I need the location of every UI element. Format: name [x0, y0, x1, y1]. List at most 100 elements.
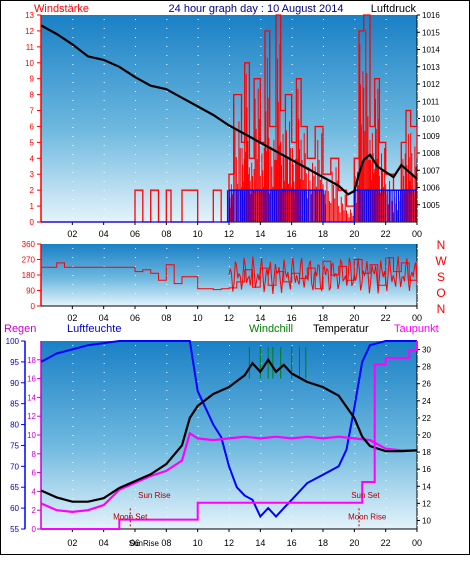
grid-dot [260, 302, 262, 303]
grid-dot [135, 91, 136, 92]
y2-tick-label: 1010 [422, 115, 440, 124]
grid-dot [260, 293, 262, 294]
y-tick-label: 10 [25, 59, 34, 68]
grid-dot [197, 408, 199, 409]
grid-dot [354, 266, 356, 267]
grid-dot [260, 55, 262, 56]
grid-dot [72, 127, 74, 128]
x-tick-label: 16 [287, 538, 297, 548]
grid-dot [197, 145, 199, 146]
grid-dot [72, 399, 74, 400]
grid-dot [103, 302, 105, 303]
feuchte-tick-label: 90 [10, 379, 19, 388]
y-tick-label: 13 [25, 11, 34, 20]
grid-dot [166, 345, 168, 346]
grid-dot [291, 381, 293, 382]
temp-tick-label: 12 [422, 499, 431, 508]
grid-dot [385, 28, 387, 29]
grid-dot [354, 489, 356, 490]
grid-dot [229, 453, 230, 454]
feuchte-tick-label: 80 [10, 421, 19, 430]
grid-dot [166, 109, 168, 110]
y2-tick-label: 1009 [422, 132, 440, 141]
grid-dot [354, 118, 356, 119]
grid-dot [260, 480, 262, 481]
grid-dot [417, 181, 418, 182]
grid-dot [197, 127, 199, 128]
grid-dot [166, 163, 168, 164]
sunset-label: Sun Set [351, 491, 380, 500]
grid-dot [135, 345, 136, 346]
page-title: 24 hour graph day : 10 August 2014 [169, 3, 344, 15]
y-tick-label: 4 [30, 154, 35, 163]
grid-dot [323, 109, 324, 110]
grid-dot [135, 82, 136, 83]
grid-dot [291, 489, 293, 490]
wind-gust-line [41, 14, 418, 223]
grid-dot [135, 118, 136, 119]
grid-dot [260, 172, 262, 173]
grid-dot [417, 163, 418, 164]
grid-dot [103, 181, 105, 182]
regen-tick-label: 16 [27, 375, 36, 384]
moonset-label: Moon Set [113, 513, 148, 522]
grid-dot [72, 302, 74, 303]
x-tick-label: 04 [99, 538, 109, 548]
sunrise-axis-label: SunRise [129, 539, 160, 548]
grid-dot [229, 354, 230, 355]
grid-dot [354, 516, 356, 517]
grid-dot [291, 73, 293, 74]
grid-dot [197, 64, 199, 65]
dir-y-tick-label: 360 [22, 240, 36, 249]
grid-dot [72, 118, 74, 119]
grid-dot [135, 462, 136, 463]
grid-dot [72, 82, 74, 83]
x-tick-label: 14 [255, 229, 265, 239]
grid-dot [197, 426, 199, 427]
x-tick-label: 04 [99, 229, 109, 239]
feuchte-tick-label: 85 [10, 400, 19, 409]
grid-dot [291, 19, 293, 20]
grid-dot [135, 55, 136, 56]
grid-dot [291, 64, 293, 65]
x-tick-label: 18 [318, 538, 328, 548]
grid-dot [260, 453, 262, 454]
grid-dot [291, 46, 293, 47]
grid-dot [229, 345, 230, 346]
dir-y-tick-label: 270 [22, 256, 36, 265]
grid-dot [72, 275, 74, 276]
regen-tick-label: 2 [32, 506, 37, 515]
grid-dot [229, 417, 230, 418]
grid-dot [323, 91, 324, 92]
y-tick-label: 7 [30, 107, 35, 116]
grid-dot [354, 284, 356, 285]
grid-dot [166, 154, 168, 155]
grid-dot [354, 82, 356, 83]
x-tick-label: 22 [381, 229, 391, 239]
feuchte-tick-label: 60 [10, 504, 19, 513]
grid-dot [354, 28, 356, 29]
grid-dot [385, 507, 387, 508]
grid-dot [229, 498, 230, 499]
grid-dot [417, 363, 418, 364]
y2-tick-label: 1006 [422, 184, 440, 193]
grid-dot [103, 390, 105, 391]
y-tick-label: 12 [25, 27, 34, 36]
grid-dot [135, 516, 136, 517]
grid-dot [135, 381, 136, 382]
grid-dot [417, 55, 418, 56]
grid-dot [166, 28, 168, 29]
grid-dot [417, 462, 418, 463]
feuchte-tick-label: 65 [10, 483, 19, 492]
grid-dot [229, 372, 230, 373]
grid-dot [417, 46, 418, 47]
grid-dot [291, 257, 293, 258]
grid-dot [323, 64, 324, 65]
x-tick-label: 00 [412, 229, 422, 239]
grid-dot [166, 363, 168, 364]
grid-dot [72, 91, 74, 92]
grid-dot [135, 64, 136, 65]
grid-dot [135, 127, 136, 128]
grid-dot [197, 172, 199, 173]
wind-direction-line [41, 257, 418, 291]
